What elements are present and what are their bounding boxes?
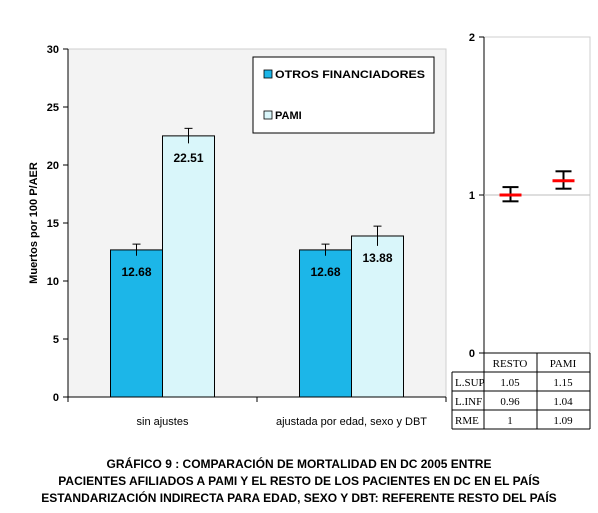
bar-marks: 12.68 22.51 12.68 13.88	[110, 127, 404, 398]
table-cell: 0.96	[500, 396, 520, 408]
y-tick-label: 15	[47, 218, 59, 230]
rme-y-tick-label: 2	[469, 32, 475, 44]
bar-data-label: 13.88	[362, 251, 392, 265]
bar-chart: 0 5 10 15 20 25 30 12.68 22.51 12.68 13.88 sin aj…	[28, 44, 447, 428]
y-tick-label: 0	[53, 392, 59, 404]
legend-swatch-pami	[263, 110, 273, 120]
table-col-header: RESTO	[493, 358, 528, 370]
rme-y-ticks: 0 1 2	[469, 32, 484, 360]
bar-data-label: 22.51	[173, 151, 203, 165]
y-axis-label: Muertos por 100 P/AER	[28, 162, 40, 284]
caption-line-1: GRÁFICO 9 : COMPARACIÓN DE MORTALIDAD EN…	[106, 457, 492, 471]
rme-y-tick-label: 0	[469, 348, 475, 360]
table-cell: 1.04	[553, 396, 573, 408]
caption-line-2: PACIENTES AFILIADOS A PAMI Y EL RESTO DE…	[58, 474, 540, 488]
legend-swatch-otros	[263, 69, 273, 79]
table-row-label: L.INF	[455, 396, 482, 408]
y-tick-label: 20	[47, 160, 59, 172]
table-row-label: L.SUP	[455, 377, 485, 389]
x-tick-label: sin ajustes	[137, 416, 189, 428]
x-tick-labels: sin ajustes ajustada por edad, sexo y DBT	[67, 397, 447, 428]
rme-data-table: RESTO PAMI L.SUP 1.05 1.15 L.INF 0.96 1.…	[451, 353, 591, 430]
rme-y-tick-label: 1	[469, 190, 475, 202]
y-tick-label: 25	[47, 102, 59, 114]
rme-chart: 0 1 2 RESTO PAMI L.SUP 1.05 1.15 L.INF 0.9…	[451, 32, 591, 430]
x-tick-label: ajustada por edad, sexo y DBT	[276, 416, 427, 428]
bar	[351, 235, 404, 398]
bar	[110, 249, 163, 398]
bar	[299, 249, 352, 398]
y-tick-label: 5	[53, 334, 59, 346]
table-col-header: PAMI	[550, 358, 577, 370]
table-cell: 1	[507, 415, 513, 427]
rme-marks	[499, 170, 575, 203]
legend-label-otros: OTROS FINANCIADORES	[275, 69, 425, 81]
bar-data-label: 12.68	[310, 265, 340, 279]
table-row-label: RME	[455, 415, 479, 427]
y-ticks: 0 5 10 15 20 25 30	[47, 44, 68, 404]
table-cell: 1.09	[553, 415, 573, 427]
y-tick-label: 30	[47, 44, 59, 56]
legend-label-pami: PAMI	[275, 110, 302, 122]
bar-data-label: 12.68	[121, 265, 151, 279]
legend: OTROS FINANCIADORES PAMI	[252, 56, 435, 134]
bar	[162, 135, 215, 398]
y-tick-label: 10	[47, 276, 59, 288]
legend-box	[252, 56, 435, 134]
caption-line-3: ESTANDARIZACIÓN INDIRECTA PARA EDAD, SEX…	[41, 491, 557, 505]
table-cell: 1.05	[500, 377, 520, 389]
table-cell: 1.15	[553, 377, 573, 389]
